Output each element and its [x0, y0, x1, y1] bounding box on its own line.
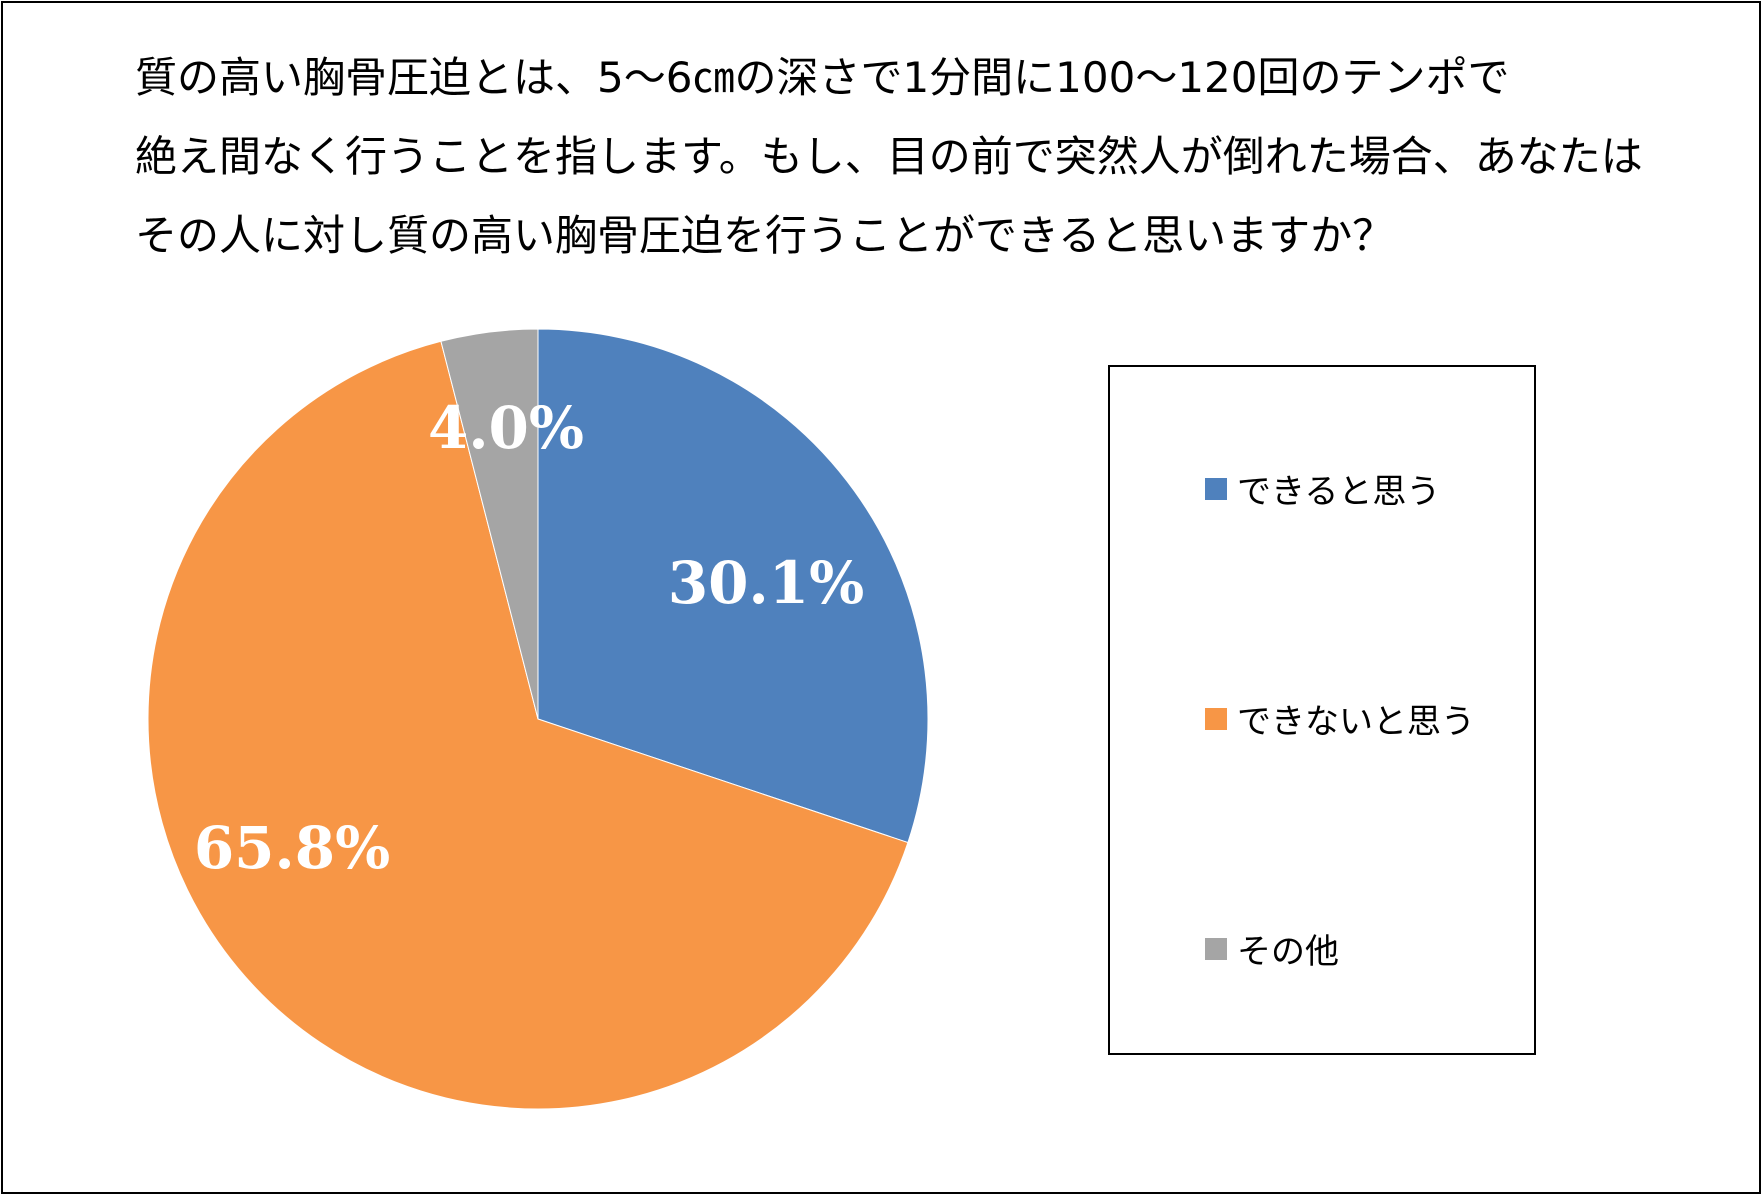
- pie-slice-can: [537, 328, 929, 844]
- legend-item-can: できると思う: [1205, 464, 1440, 513]
- legend-swatch-cannot: [1205, 707, 1227, 730]
- legend: できると思う できないと思う その他: [1108, 365, 1536, 1055]
- legend-label-other: その他: [1237, 932, 1339, 972]
- chart-title-line-3: その人に対し質の高い胸骨圧迫を行うことができると思いますか？: [135, 211, 1395, 260]
- data-label-can: 30.1%: [668, 549, 864, 617]
- data-label-other: 4.0%: [428, 394, 584, 462]
- legend-item-cannot: できないと思う: [1205, 694, 1475, 743]
- pie-slice-other: [440, 328, 539, 720]
- legend-swatch-other: [1205, 937, 1227, 960]
- legend-label-cannot: できないと思う: [1237, 702, 1475, 742]
- legend-item-other: その他: [1205, 924, 1339, 973]
- legend-swatch-can: [1205, 477, 1227, 500]
- chart-title-line-1: 質の高い胸骨圧迫とは、5～6㎝の深さで1分間に100～120回のテンポで: [135, 53, 1510, 102]
- pie-slice-cannot: [147, 340, 909, 1110]
- chart-title: 質の高い胸骨圧迫とは、5～6㎝の深さで1分間に100～120回のテンポで 絶え間…: [135, 38, 1643, 275]
- legend-label-can: できると思う: [1237, 472, 1441, 512]
- data-label-cannot: 65.8%: [194, 814, 390, 882]
- chart-title-line-2: 絶え間なく行うことを指します。もし、目の前で突然人が倒れた場合、あなたは: [135, 132, 1643, 181]
